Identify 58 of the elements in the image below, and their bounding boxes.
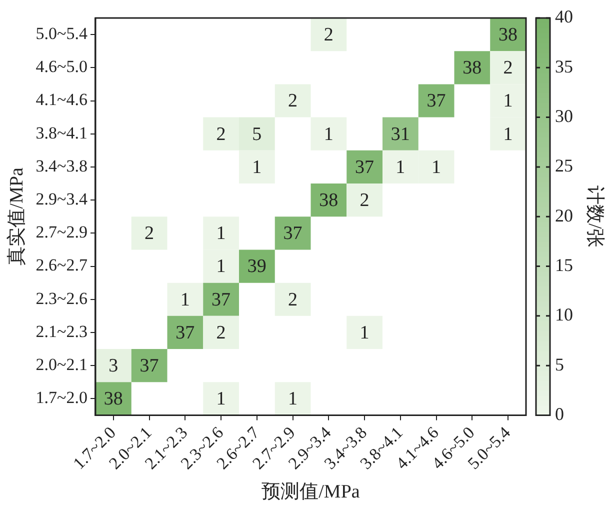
y-tick-label: 2.9~3.4 (36, 190, 88, 209)
y-tick-label: 4.1~4.6 (36, 90, 88, 110)
data-label: 1 (180, 289, 190, 310)
color-bar-label: 10 (555, 304, 573, 325)
data-label: 3 (108, 356, 118, 377)
data-label: 2 (288, 289, 298, 310)
data-label: 38 (104, 388, 123, 410)
data-label: 2 (288, 90, 298, 112)
y-tick-label: 3.8~4.1 (36, 123, 88, 142)
y-tick-label: 2.3~2.6 (36, 288, 88, 308)
y-tick-label: 1.7~2.0 (36, 388, 88, 408)
data-label: 37 (355, 156, 374, 178)
data-label: 38 (498, 24, 518, 46)
y-tick-label: 5.0~5.4 (36, 24, 88, 44)
data-label: 1 (216, 256, 226, 278)
data-label: 1 (503, 90, 513, 112)
data-label: 37 (426, 90, 446, 112)
data-label: 5 (252, 124, 262, 145)
data-label: 38 (462, 58, 482, 79)
data-label: 2 (503, 58, 513, 79)
data-label: 31 (390, 124, 410, 145)
y-axis-title: 真实值/MPa (5, 166, 28, 266)
y-tick-label: 4.6~5.0 (36, 57, 88, 76)
data-label: 1 (360, 322, 370, 344)
data-label: 1 (288, 388, 298, 410)
color-bar-label: 20 (555, 205, 573, 226)
data-label: 38 (319, 190, 338, 212)
data-label: 1 (252, 156, 262, 178)
data-label: 2 (216, 124, 226, 145)
data-label: 37 (283, 223, 302, 244)
color-bar-label: 0 (555, 404, 564, 424)
color-bar-label: 35 (555, 56, 573, 76)
color-bar-label: 25 (555, 156, 573, 176)
color-bar-label: 5 (555, 354, 564, 374)
data-label: 37 (176, 322, 195, 344)
y-tick-label: 2.0~2.1 (36, 355, 88, 374)
color-bar-label: 40 (555, 6, 573, 27)
data-label: 1 (432, 156, 442, 178)
data-label: 1 (216, 223, 226, 244)
y-tick-label: 3.4~3.8 (36, 156, 88, 176)
data-label: 1 (216, 388, 226, 410)
data-label: 1 (503, 124, 513, 145)
data-label: 1 (324, 124, 334, 145)
color-bar-label: 15 (555, 254, 573, 275)
data-label: 2 (324, 24, 334, 46)
data-label: 2 (360, 190, 370, 212)
y-tick-label: 2.6~2.7 (36, 256, 88, 275)
data-label: 2 (216, 322, 226, 344)
data-label: 39 (247, 256, 266, 278)
color-bar-title: 计数/张 (584, 185, 606, 248)
x-axis-title: 预测值/MPa (262, 482, 360, 503)
y-tick-label: 2.1~2.3 (36, 322, 88, 341)
data-label: 37 (140, 356, 159, 377)
color-bar-label: 30 (555, 106, 573, 126)
data-label: 1 (396, 156, 406, 178)
y-tick-label: 2.7~2.9 (36, 222, 88, 242)
data-label: 2 (144, 223, 154, 244)
data-label: 37 (212, 289, 231, 310)
